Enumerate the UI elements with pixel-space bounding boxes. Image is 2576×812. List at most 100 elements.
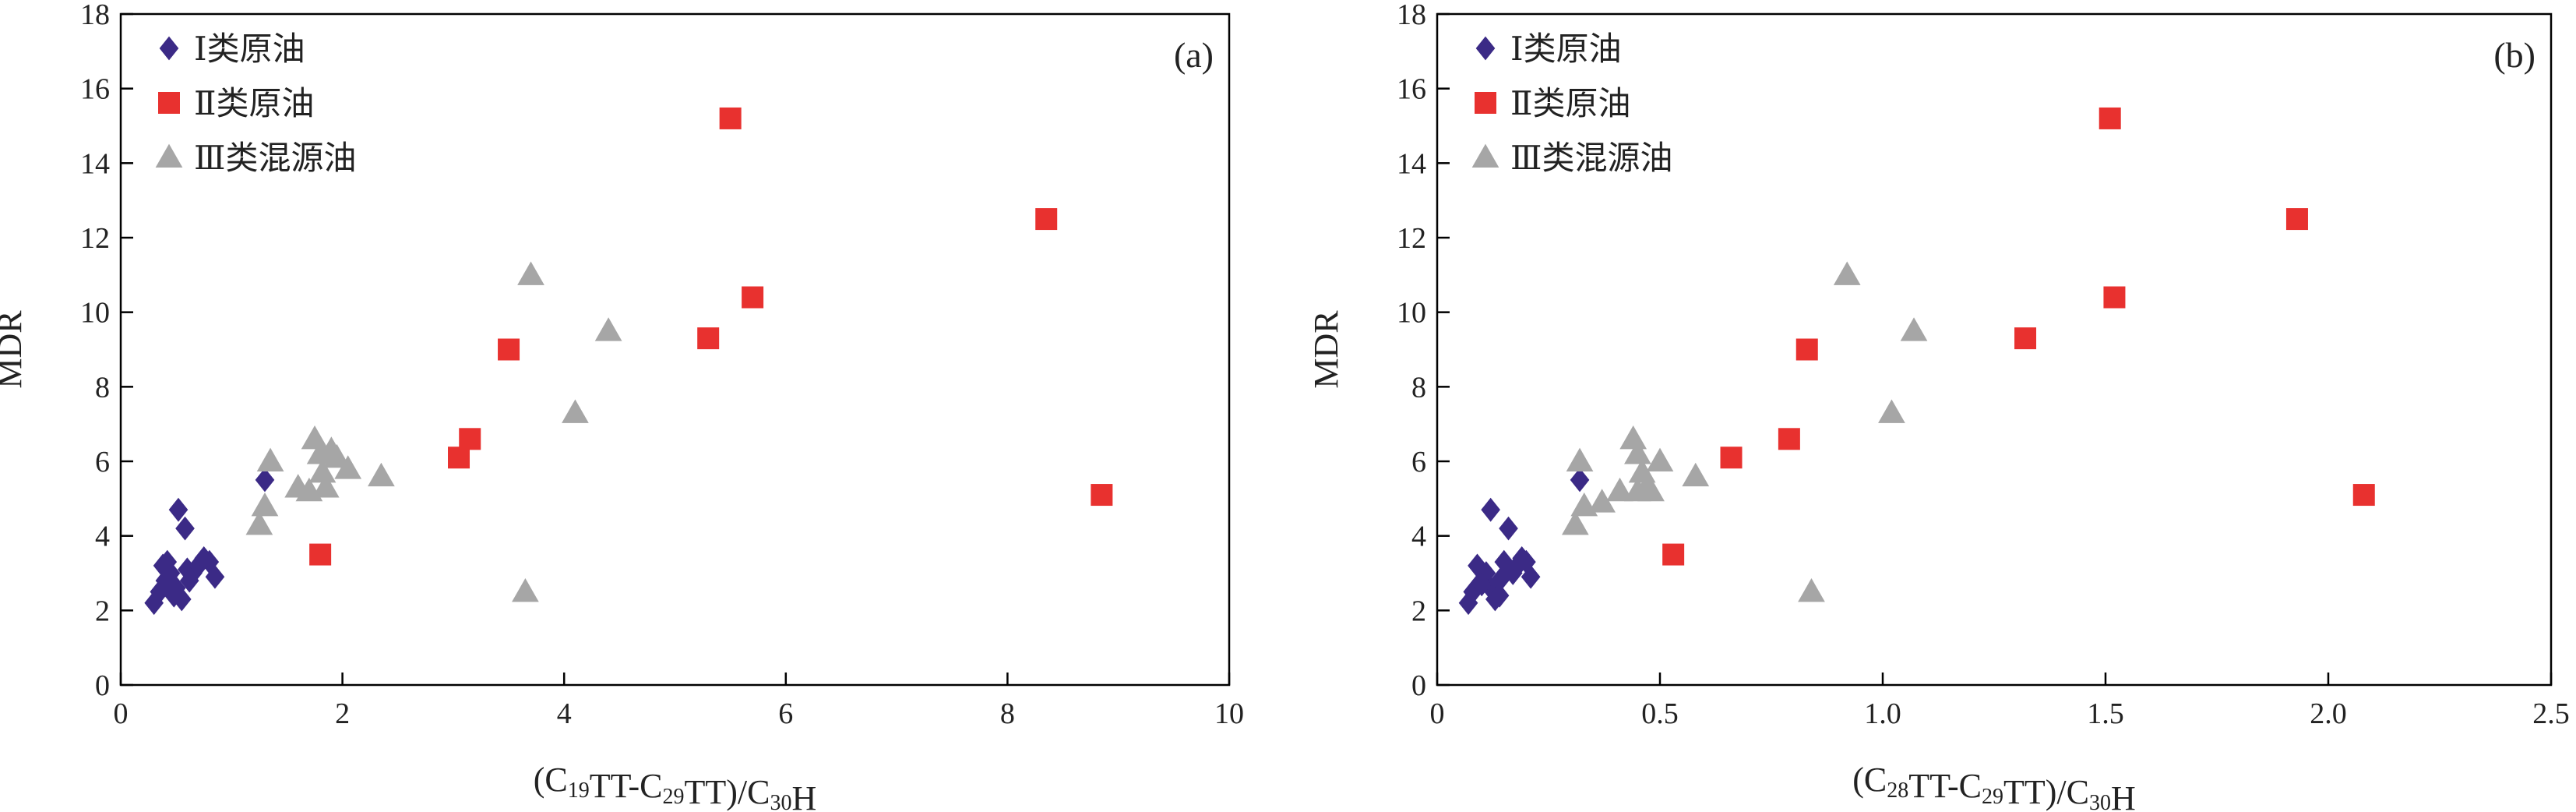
data-point-triangle	[1566, 447, 1594, 472]
data-point-triangle	[512, 578, 539, 602]
data-point-triangle	[1624, 440, 1651, 464]
legend-label: Ⅱ类原油	[1510, 86, 1631, 122]
data-point-triangle	[1628, 458, 1656, 483]
legend-marker-triangle	[1471, 143, 1499, 168]
data-point-diamond	[157, 549, 178, 574]
y-tick-label: 14	[1397, 147, 1426, 180]
legend-label: Ⅲ类混源油	[1510, 141, 1673, 177]
data-point-triangle	[1624, 477, 1651, 502]
data-point-diamond	[175, 516, 195, 541]
x-tick-label: 10	[1214, 697, 1244, 730]
data-point-triangle	[517, 261, 544, 285]
data-point-square	[2352, 484, 2375, 507]
data-point-triangle	[256, 447, 284, 472]
data-point-diamond	[1471, 572, 1492, 597]
y-tick-label: 2	[1411, 595, 1426, 627]
y-tick-label: 10	[80, 297, 110, 330]
y-tick-label: 2	[95, 595, 110, 627]
y-tick-label: 12	[80, 222, 110, 255]
series-triangle-points	[245, 261, 622, 602]
x-axis-title-subscript: 29	[662, 785, 684, 809]
data-point-diamond	[1481, 497, 1500, 522]
data-point-triangle	[245, 510, 273, 535]
data-point-square	[459, 428, 481, 450]
y-axis-title: MDR	[1307, 310, 1345, 389]
data-point-triangle	[1561, 510, 1589, 535]
plot-frame	[119, 12, 1231, 687]
data-point-triangle	[1682, 462, 1710, 487]
y-tick-label: 8	[1411, 371, 1426, 404]
data-point-triangle	[1833, 261, 1861, 285]
data-point-triangle	[308, 458, 337, 483]
legend: Ⅰ类原油 Ⅱ类原油 Ⅲ类混源油	[1471, 32, 1673, 177]
series-square-points	[1662, 107, 2375, 566]
series-diamond-points	[1458, 468, 1590, 616]
series-square-points	[309, 107, 1113, 566]
x-axis-title-part: H	[791, 779, 816, 812]
y-tick-label: 18	[80, 0, 110, 31]
plot-frame	[1436, 12, 2553, 687]
data-point-square	[1720, 447, 1743, 469]
x-axis-title-part: H	[2111, 779, 2136, 812]
legend-marker-square	[1475, 92, 1496, 114]
data-point-diamond	[1489, 583, 1510, 608]
data-point-diamond	[179, 568, 199, 593]
data-point-square	[309, 543, 332, 566]
data-point-triangle	[1606, 477, 1633, 502]
x-axis-title: (C28TT-C29TT)/C30H	[1852, 761, 2135, 812]
data-point-square	[1795, 338, 1818, 361]
data-point-square	[697, 327, 720, 350]
x-axis-title-subscript: 28	[1887, 778, 1908, 803]
legend-marker-diamond	[159, 36, 179, 61]
panel-label: (a)	[1174, 35, 1214, 75]
data-point-square	[2285, 208, 2308, 231]
data-point-triangle	[1646, 447, 1674, 472]
data-point-square	[448, 447, 470, 469]
data-point-diamond	[168, 497, 189, 522]
data-point-diamond	[205, 564, 225, 589]
legend-marker-triangle	[155, 143, 183, 168]
y-tick-label: 4	[95, 521, 110, 553]
panel-label: (b)	[2493, 35, 2535, 75]
x-tick-label: 0	[1430, 697, 1445, 730]
y-tick-label: 0	[95, 669, 110, 702]
y-axis-title: MDR	[0, 310, 29, 389]
x-tick-label: 2.5	[2532, 697, 2570, 730]
y-tick-label: 6	[1411, 446, 1426, 478]
y-tick-label: 0	[1411, 669, 1426, 702]
data-point-triangle	[1878, 399, 1905, 423]
data-point-square	[2014, 327, 2037, 350]
data-point-triangle	[368, 462, 395, 487]
data-point-triangle	[1588, 489, 1616, 513]
data-point-diamond	[255, 468, 275, 492]
data-point-triangle	[334, 455, 362, 479]
data-point-triangle	[1798, 578, 1825, 602]
y-tick-label: 8	[95, 371, 110, 404]
data-point-diamond	[1489, 568, 1510, 593]
data-point-triangle	[312, 474, 340, 498]
x-axis-title-part: TT-C	[1908, 767, 1982, 805]
x-tick-label: 0.5	[1641, 697, 1679, 730]
x-axis-title-part: (C	[534, 761, 568, 799]
legend-marker-square	[158, 92, 180, 114]
data-point-square	[1091, 484, 1113, 507]
legend-marker-diamond	[1475, 36, 1496, 61]
data-point-square	[742, 286, 764, 309]
data-point-square	[2099, 107, 2121, 129]
legend-label: Ⅲ类混源油	[194, 141, 357, 177]
data-point-triangle	[251, 492, 279, 517]
data-point-square	[1662, 543, 1685, 566]
x-tick-label: 0	[114, 697, 129, 730]
x-tick-label: 1.0	[1864, 697, 1901, 730]
x-axis-title-part: TT)/C	[684, 773, 770, 811]
legend-label: Ⅱ类原油	[194, 86, 315, 122]
x-tick-label: 8	[1000, 697, 1015, 730]
y-tick-label: 12	[1397, 222, 1426, 255]
y-tick-label: 14	[80, 147, 110, 180]
y-tick-label: 16	[1397, 73, 1426, 106]
legend: Ⅰ类原油 Ⅱ类原油 Ⅲ类混源油	[155, 32, 357, 177]
x-axis-title-part: TT)/C	[2003, 773, 2089, 811]
x-axis-title-subscript: 30	[770, 791, 791, 812]
data-point-square	[1035, 208, 1058, 231]
